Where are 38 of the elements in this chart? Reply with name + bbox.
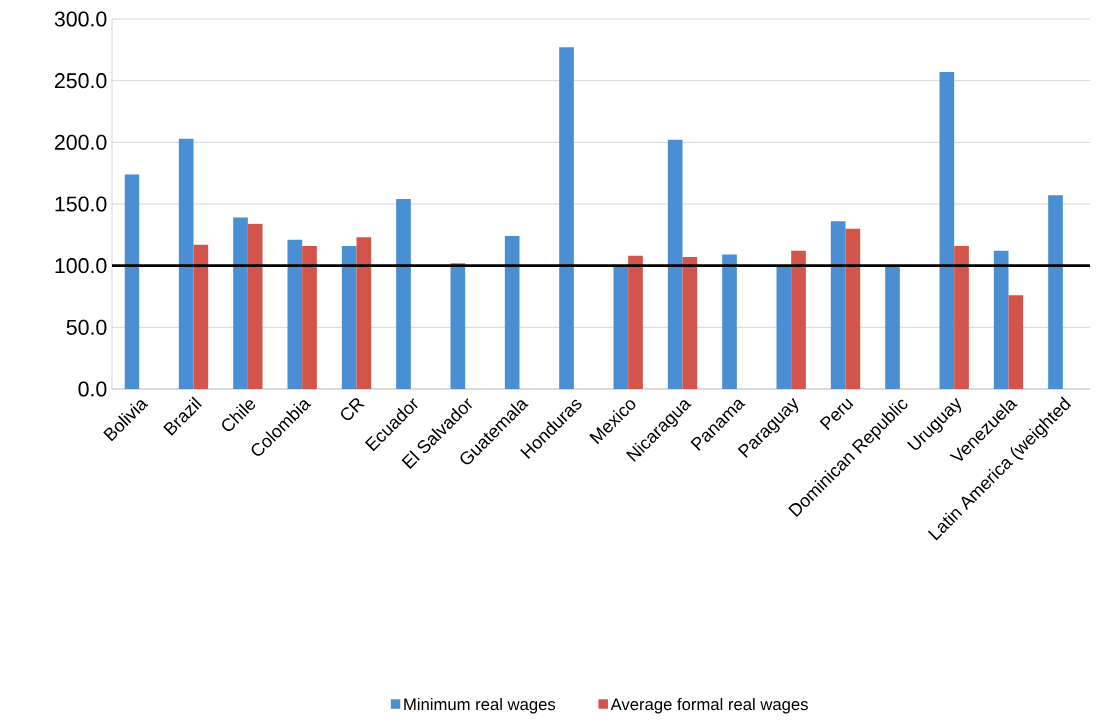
bar [628, 255, 643, 389]
legend-label: Minimum real wages [404, 697, 556, 714]
bar [885, 265, 900, 389]
bar [791, 250, 806, 389]
y-tick-label: 250.0 [54, 73, 107, 89]
bar [1048, 195, 1063, 389]
bar [233, 217, 248, 389]
bar [1008, 295, 1024, 389]
bar [845, 228, 861, 389]
bar [613, 265, 629, 389]
bar [124, 174, 140, 389]
bar [559, 47, 574, 389]
bar [776, 265, 792, 389]
y-tick-label: 100.0 [55, 258, 107, 274]
bar [939, 72, 955, 389]
bar [682, 257, 698, 389]
bar [396, 199, 411, 389]
y-tick-label: 0.0 [78, 381, 107, 397]
bar [504, 236, 520, 389]
bar [247, 223, 263, 389]
bar [450, 263, 466, 389]
bar [954, 245, 969, 389]
bar [178, 138, 194, 389]
bar [722, 254, 737, 389]
x-tick-label: CR [341, 398, 365, 421]
y-tick-label: 200.0 [54, 134, 107, 150]
bar [667, 139, 683, 389]
y-tick-label: 150.0 [55, 196, 107, 212]
legend-label: Average formal real wages [610, 697, 808, 714]
bar [993, 250, 1009, 389]
bar [341, 245, 357, 389]
y-tick-label: 50.0 [66, 319, 107, 335]
bar [193, 244, 209, 389]
bar [830, 221, 846, 389]
bar [287, 239, 303, 389]
y-tick-label: 300.0 [54, 11, 107, 27]
bar [302, 245, 317, 389]
bar [356, 237, 372, 389]
